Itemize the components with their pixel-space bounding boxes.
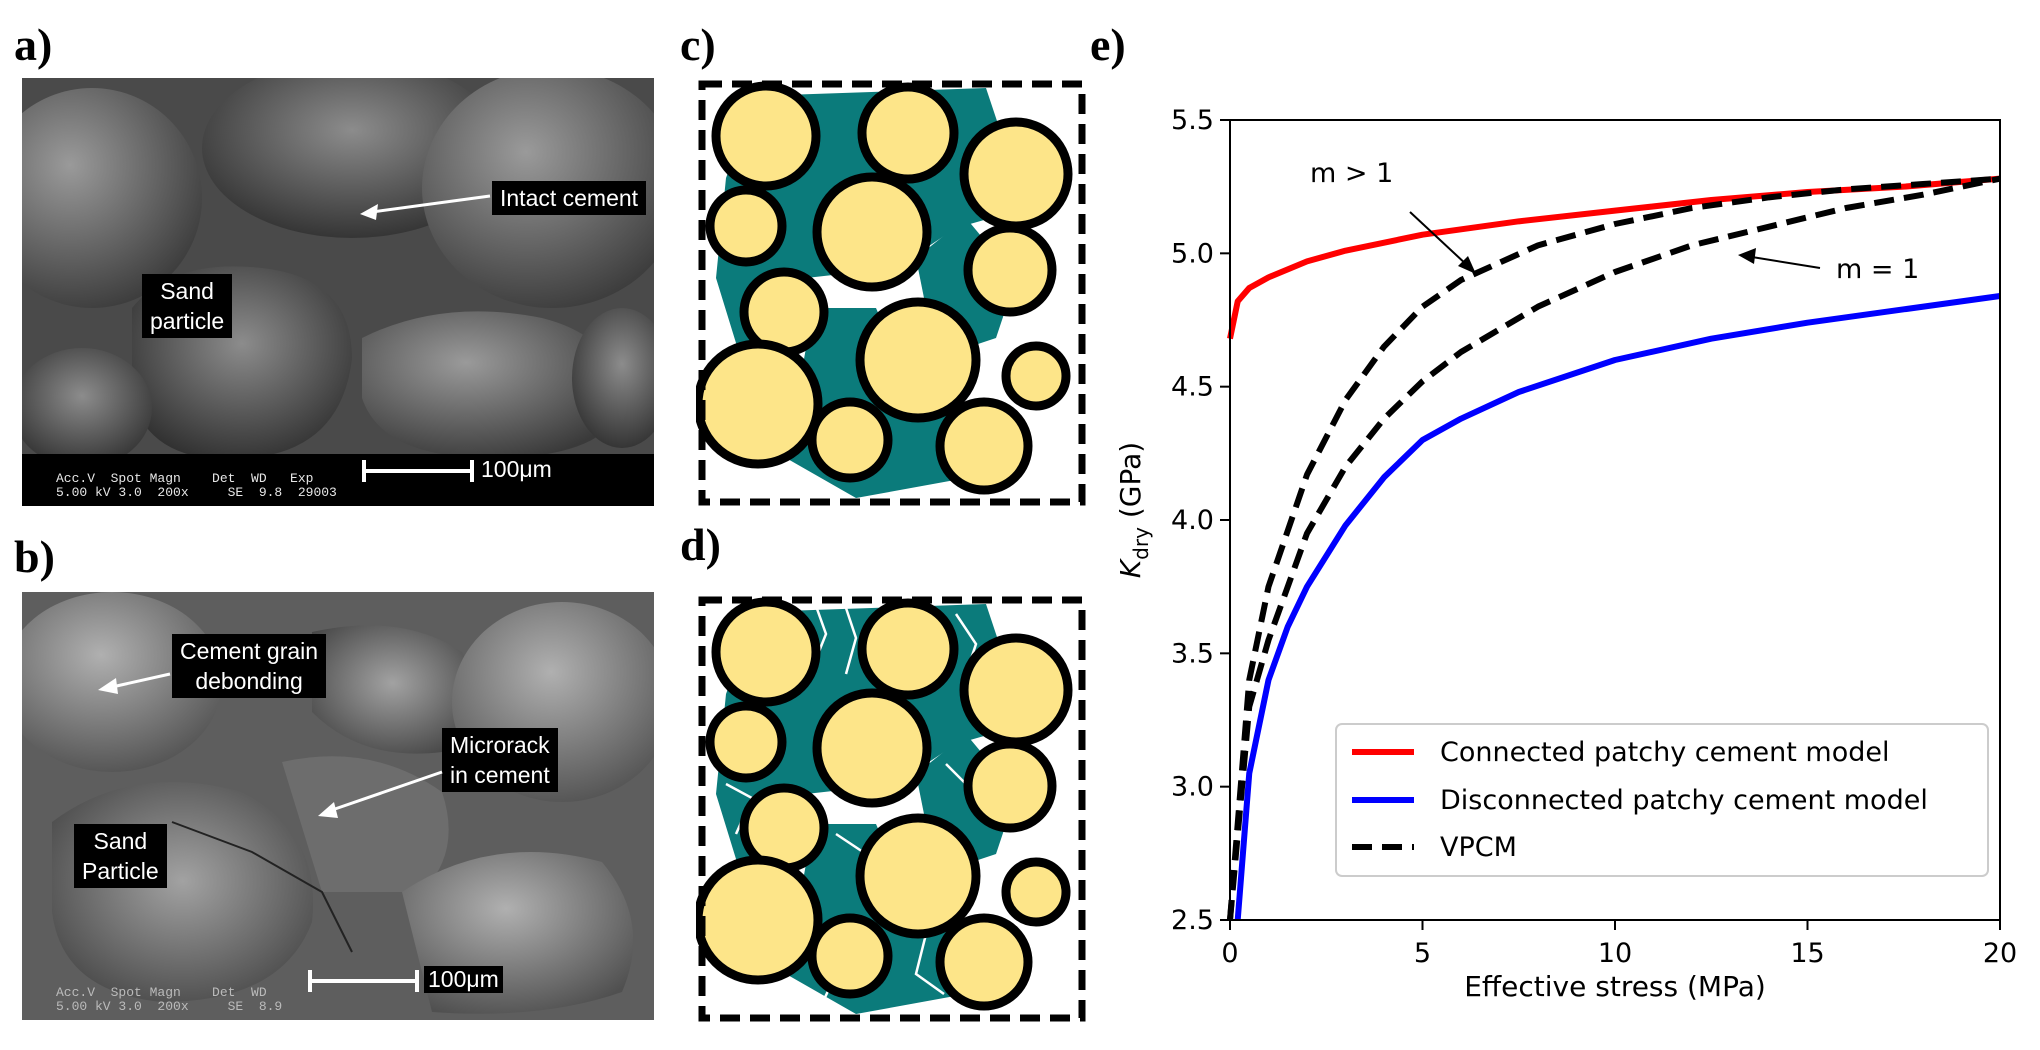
- callout-sand-particle-a: Sand particle: [142, 274, 233, 338]
- callout-sand-particle-b: Sand Particle: [74, 824, 167, 888]
- schematic-d: [696, 596, 1086, 1022]
- y-tick-label: 4.0: [1171, 505, 1214, 536]
- series-line-1: [1234, 293, 2001, 921]
- y-tick-label: 2.5: [1171, 905, 1214, 936]
- chart-e: 2.5 3.0 3.5 4.0 4.5 5.0 5.5 0 5 10 15 20 m > 1 m =…: [1114, 105, 2017, 1003]
- x-ticks: 0 5 10 15 20: [1221, 920, 2017, 969]
- x-tick-label: 15: [1790, 938, 1824, 969]
- sem-texture-a: [22, 78, 654, 506]
- sem-meta-header-a: Acc.V Spot Magn Det WD Exp: [56, 471, 314, 486]
- legend-connected: Connected patchy cement model: [1440, 737, 1889, 768]
- panel-label-b: b): [14, 531, 55, 582]
- annotation-m-gt-1: m > 1: [1310, 158, 1393, 189]
- series-lines: [1227, 175, 2001, 921]
- sem-meta-values-a: 5.00 kV 3.0 200x SE 9.8 29003: [56, 485, 337, 500]
- annotation-m-eq-1: m = 1: [1836, 254, 1919, 285]
- series-line-3: [1227, 175, 2001, 921]
- annotations: m > 1 m = 1: [1310, 158, 1919, 285]
- panel-label-a: a): [14, 19, 53, 70]
- x-tick-label: 5: [1414, 938, 1431, 969]
- x-tick-label: 20: [1983, 938, 2017, 969]
- y-tick-label: 4.5: [1171, 372, 1214, 403]
- y-ticks: 2.5 3.0 3.5 4.0 4.5 5.0 5.5: [1171, 105, 1230, 936]
- scale-bar-b: [308, 970, 419, 992]
- panel-label-d: d): [680, 519, 721, 570]
- arrows-b: [98, 672, 443, 818]
- sem-texture-b: [22, 592, 654, 1020]
- series-line-2: [1227, 175, 2001, 921]
- legend-vpcm: VPCM: [1440, 832, 1517, 863]
- legend: Connected patchy cement model Disconnect…: [1335, 723, 1989, 877]
- y-tick-label: 5.0: [1171, 238, 1214, 269]
- panel-label-c: c): [680, 19, 716, 70]
- scale-bar-a: [362, 460, 474, 482]
- arrow-intact-cement: [360, 194, 491, 220]
- callout-intact-cement: Intact cement: [492, 181, 647, 215]
- y-tick-label: 5.5: [1171, 105, 1214, 136]
- scale-text-b: 100μm: [424, 966, 503, 993]
- sem-image-a: Intact cement Sand particle Acc.V Spot M…: [22, 78, 654, 506]
- sem-meta-values-b: 5.00 kV 3.0 200x SE 8.9: [56, 999, 283, 1014]
- x-tick-label: 10: [1598, 938, 1632, 969]
- x-tick-label: 0: [1221, 938, 1238, 969]
- legend-disconnected: Disconnected patchy cement model: [1440, 785, 1928, 816]
- sem-meta-header-b: Acc.V Spot Magn Det WD: [56, 985, 267, 1000]
- plot-frame: [1229, 119, 2001, 921]
- callout-cement-grain-debonding: Cement grain debonding: [172, 634, 327, 698]
- y-tick-label: 3.5: [1171, 638, 1214, 669]
- y-axis-label: Kdry (GPa): [1114, 442, 1153, 578]
- x-axis-label: Effective stress (MPa): [1464, 970, 1766, 1003]
- scale-text-a: 100μm: [477, 456, 556, 483]
- callout-microcrack: Microrack in cement: [442, 728, 558, 792]
- y-tick-label: 3.0: [1171, 772, 1214, 803]
- sem-image-b: Cement grain debonding Microrack in ceme…: [22, 592, 654, 1020]
- schematic-c: [696, 80, 1086, 506]
- panel-label-e: e): [1090, 19, 1126, 70]
